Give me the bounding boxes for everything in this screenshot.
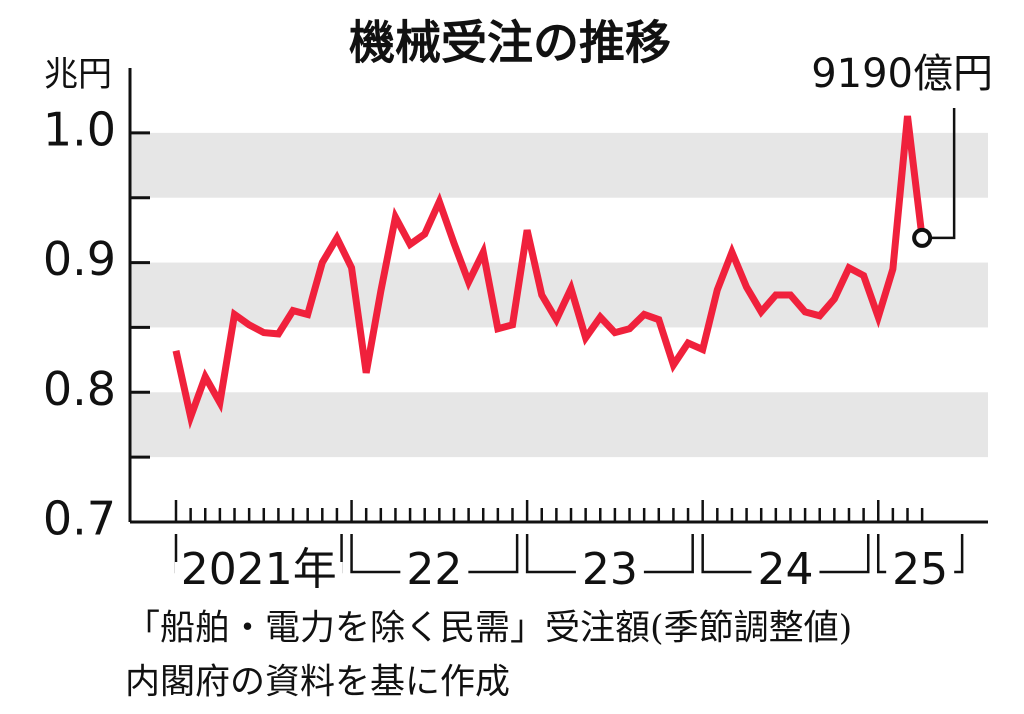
label-bg: [751, 562, 820, 582]
end-point: [912, 227, 933, 248]
y-unit: 兆円: [44, 55, 112, 95]
grid-band: [130, 132, 988, 198]
y-tick-label: 0.7: [43, 492, 116, 546]
year-label: 2021年: [181, 544, 337, 595]
source-note: 内閣府の資料を基に作成: [125, 663, 510, 703]
end-label: 9190億円: [811, 51, 993, 97]
year-label: 24: [757, 544, 813, 595]
label-bg: [575, 562, 644, 582]
label-bg: [174, 562, 343, 582]
y-tick-label: 0.9: [43, 232, 116, 286]
y-tick-label: 1.0: [43, 102, 116, 156]
label-bg: [400, 562, 469, 582]
year-label: 22: [406, 544, 462, 595]
y-tick-label: 0.8: [43, 362, 116, 416]
label-bg: [886, 562, 955, 582]
data-line: [172, 115, 926, 430]
series-caption: 「船舶・電力を除く民需」受注額(季節調整値): [125, 609, 852, 649]
year-label: 23: [582, 544, 638, 595]
leader-line: [922, 108, 956, 240]
year-label: 25: [892, 544, 948, 595]
chart-title: 機械受注の推移: [349, 16, 671, 70]
grid-band: [130, 392, 988, 458]
